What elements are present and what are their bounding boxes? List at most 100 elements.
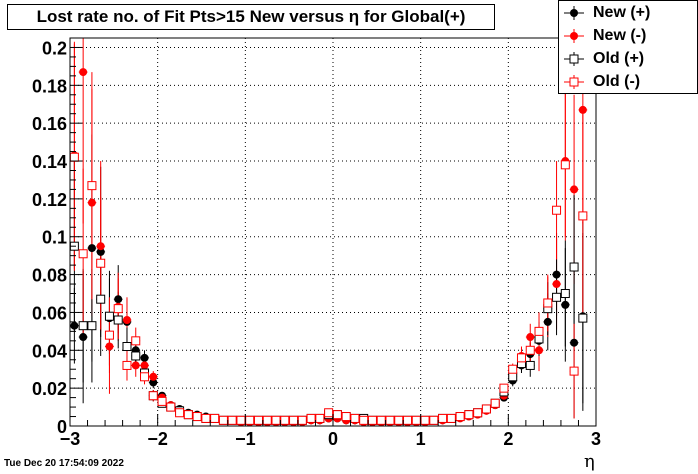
point-new-plus <box>149 378 158 387</box>
point-old-plus <box>104 311 114 321</box>
point-old-minus <box>516 353 526 363</box>
legend-marker-old-plus <box>564 52 584 66</box>
point-new-plus <box>552 270 561 279</box>
point-old-minus <box>341 412 351 422</box>
y-tick-label: 0.2 <box>42 38 67 58</box>
point-old-minus <box>473 408 483 418</box>
point-old-minus <box>78 249 88 259</box>
point-new-minus <box>87 198 96 207</box>
point-new-minus <box>149 372 158 381</box>
x-tick-label: −2 <box>147 429 168 449</box>
point-old-minus <box>359 415 369 425</box>
point-old-plus <box>569 262 579 272</box>
point-new-minus <box>79 68 88 77</box>
y-tick-label: 0 <box>57 417 67 437</box>
point-old-minus <box>157 396 167 406</box>
point-new-minus <box>552 280 561 289</box>
point-old-minus <box>411 415 421 425</box>
point-old-minus <box>315 413 325 423</box>
point-old-plus <box>122 342 132 352</box>
point-new-minus <box>122 316 131 325</box>
point-old-minus <box>166 402 176 412</box>
point-old-minus <box>490 398 500 408</box>
point-old-minus <box>403 415 413 425</box>
point-old-minus <box>131 336 141 346</box>
point-old-minus <box>446 413 456 423</box>
legend-label: New (-) <box>593 27 647 44</box>
x-tick-label: 2 <box>503 429 513 449</box>
y-tick-label: 0.06 <box>32 303 67 323</box>
axis-ticks <box>69 46 597 427</box>
point-old-plus <box>113 315 123 325</box>
point-new-minus <box>131 361 140 370</box>
point-old-minus <box>148 391 158 401</box>
point-old-minus <box>87 181 97 191</box>
point-old-minus <box>227 415 237 425</box>
legend: New (+) New (-) Old (+) Old (-) <box>558 0 698 94</box>
point-old-minus <box>385 415 395 425</box>
point-old-minus <box>420 415 430 425</box>
legend-marker-new-plus <box>564 6 584 20</box>
point-old-minus <box>543 298 553 308</box>
y-tick-label: 0.08 <box>32 266 67 286</box>
point-old-minus <box>192 412 202 422</box>
timestamp: Tue Dec 20 17:54:09 2022 <box>4 458 124 469</box>
y-tick-label: 0.18 <box>32 76 67 96</box>
point-old-minus <box>306 413 316 423</box>
point-new-plus <box>79 333 88 342</box>
point-old-minus <box>122 360 132 370</box>
point-old-minus <box>69 152 79 162</box>
y-tick-label: 0.16 <box>32 114 67 134</box>
point-old-minus <box>534 326 544 336</box>
point-old-plus <box>552 292 562 302</box>
point-old-plus <box>525 360 535 370</box>
point-new-plus <box>70 321 79 330</box>
point-old-minus <box>499 383 509 393</box>
y-tick-label: 0.1 <box>42 228 67 248</box>
x-tick-label: 3 <box>591 429 601 449</box>
legend-label: Old (-) <box>593 73 641 90</box>
point-old-minus <box>104 330 114 340</box>
point-old-minus <box>569 366 579 376</box>
point-new-plus <box>570 338 579 347</box>
point-old-minus <box>271 415 281 425</box>
point-old-plus <box>578 313 588 323</box>
point-old-minus <box>262 415 272 425</box>
x-tick-label: 1 <box>416 429 426 449</box>
legend-marker-new-minus <box>564 29 584 43</box>
point-old-minus <box>280 415 290 425</box>
point-old-plus <box>96 294 106 304</box>
y-tick-labels: 0 0.02 0.04 0.06 0.08 0.1 0.12 0.14 0.16 0.18 0.2 <box>32 38 67 437</box>
point-old-minus <box>552 205 562 215</box>
point-old-minus <box>438 413 448 423</box>
point-old-minus <box>367 415 377 425</box>
point-old-plus <box>78 321 88 331</box>
point-old-minus <box>394 415 404 425</box>
point-old-minus <box>455 412 465 422</box>
point-old-minus <box>376 415 386 425</box>
point-new-plus <box>561 300 570 309</box>
point-old-plus <box>534 334 544 344</box>
point-old-minus <box>332 410 342 420</box>
legend-entry-new-plus: New (+) <box>559 2 697 24</box>
point-old-minus <box>350 413 360 423</box>
point-new-plus <box>543 317 552 326</box>
point-new-minus <box>105 342 114 351</box>
point-new-plus <box>96 247 105 256</box>
point-old-minus <box>324 408 334 418</box>
x-tick-labels: −3 −2 −1 0 1 2 3 <box>60 429 601 449</box>
y-tick-label: 0.12 <box>32 190 67 210</box>
x-tick-label: −3 <box>60 429 81 449</box>
point-new-minus <box>140 361 149 370</box>
x-tick-label: −1 <box>235 429 256 449</box>
y-tick-label: 0.02 <box>32 379 67 399</box>
point-old-minus <box>297 415 307 425</box>
legend-marker-old-minus <box>564 75 584 89</box>
point-old-plus <box>87 321 97 331</box>
point-old-minus <box>96 258 106 268</box>
legend-entry-old-minus: Old (-) <box>559 71 697 93</box>
grid-lines <box>70 38 596 426</box>
legend-entry-old-plus: Old (+) <box>559 48 697 70</box>
point-old-minus <box>525 345 535 355</box>
